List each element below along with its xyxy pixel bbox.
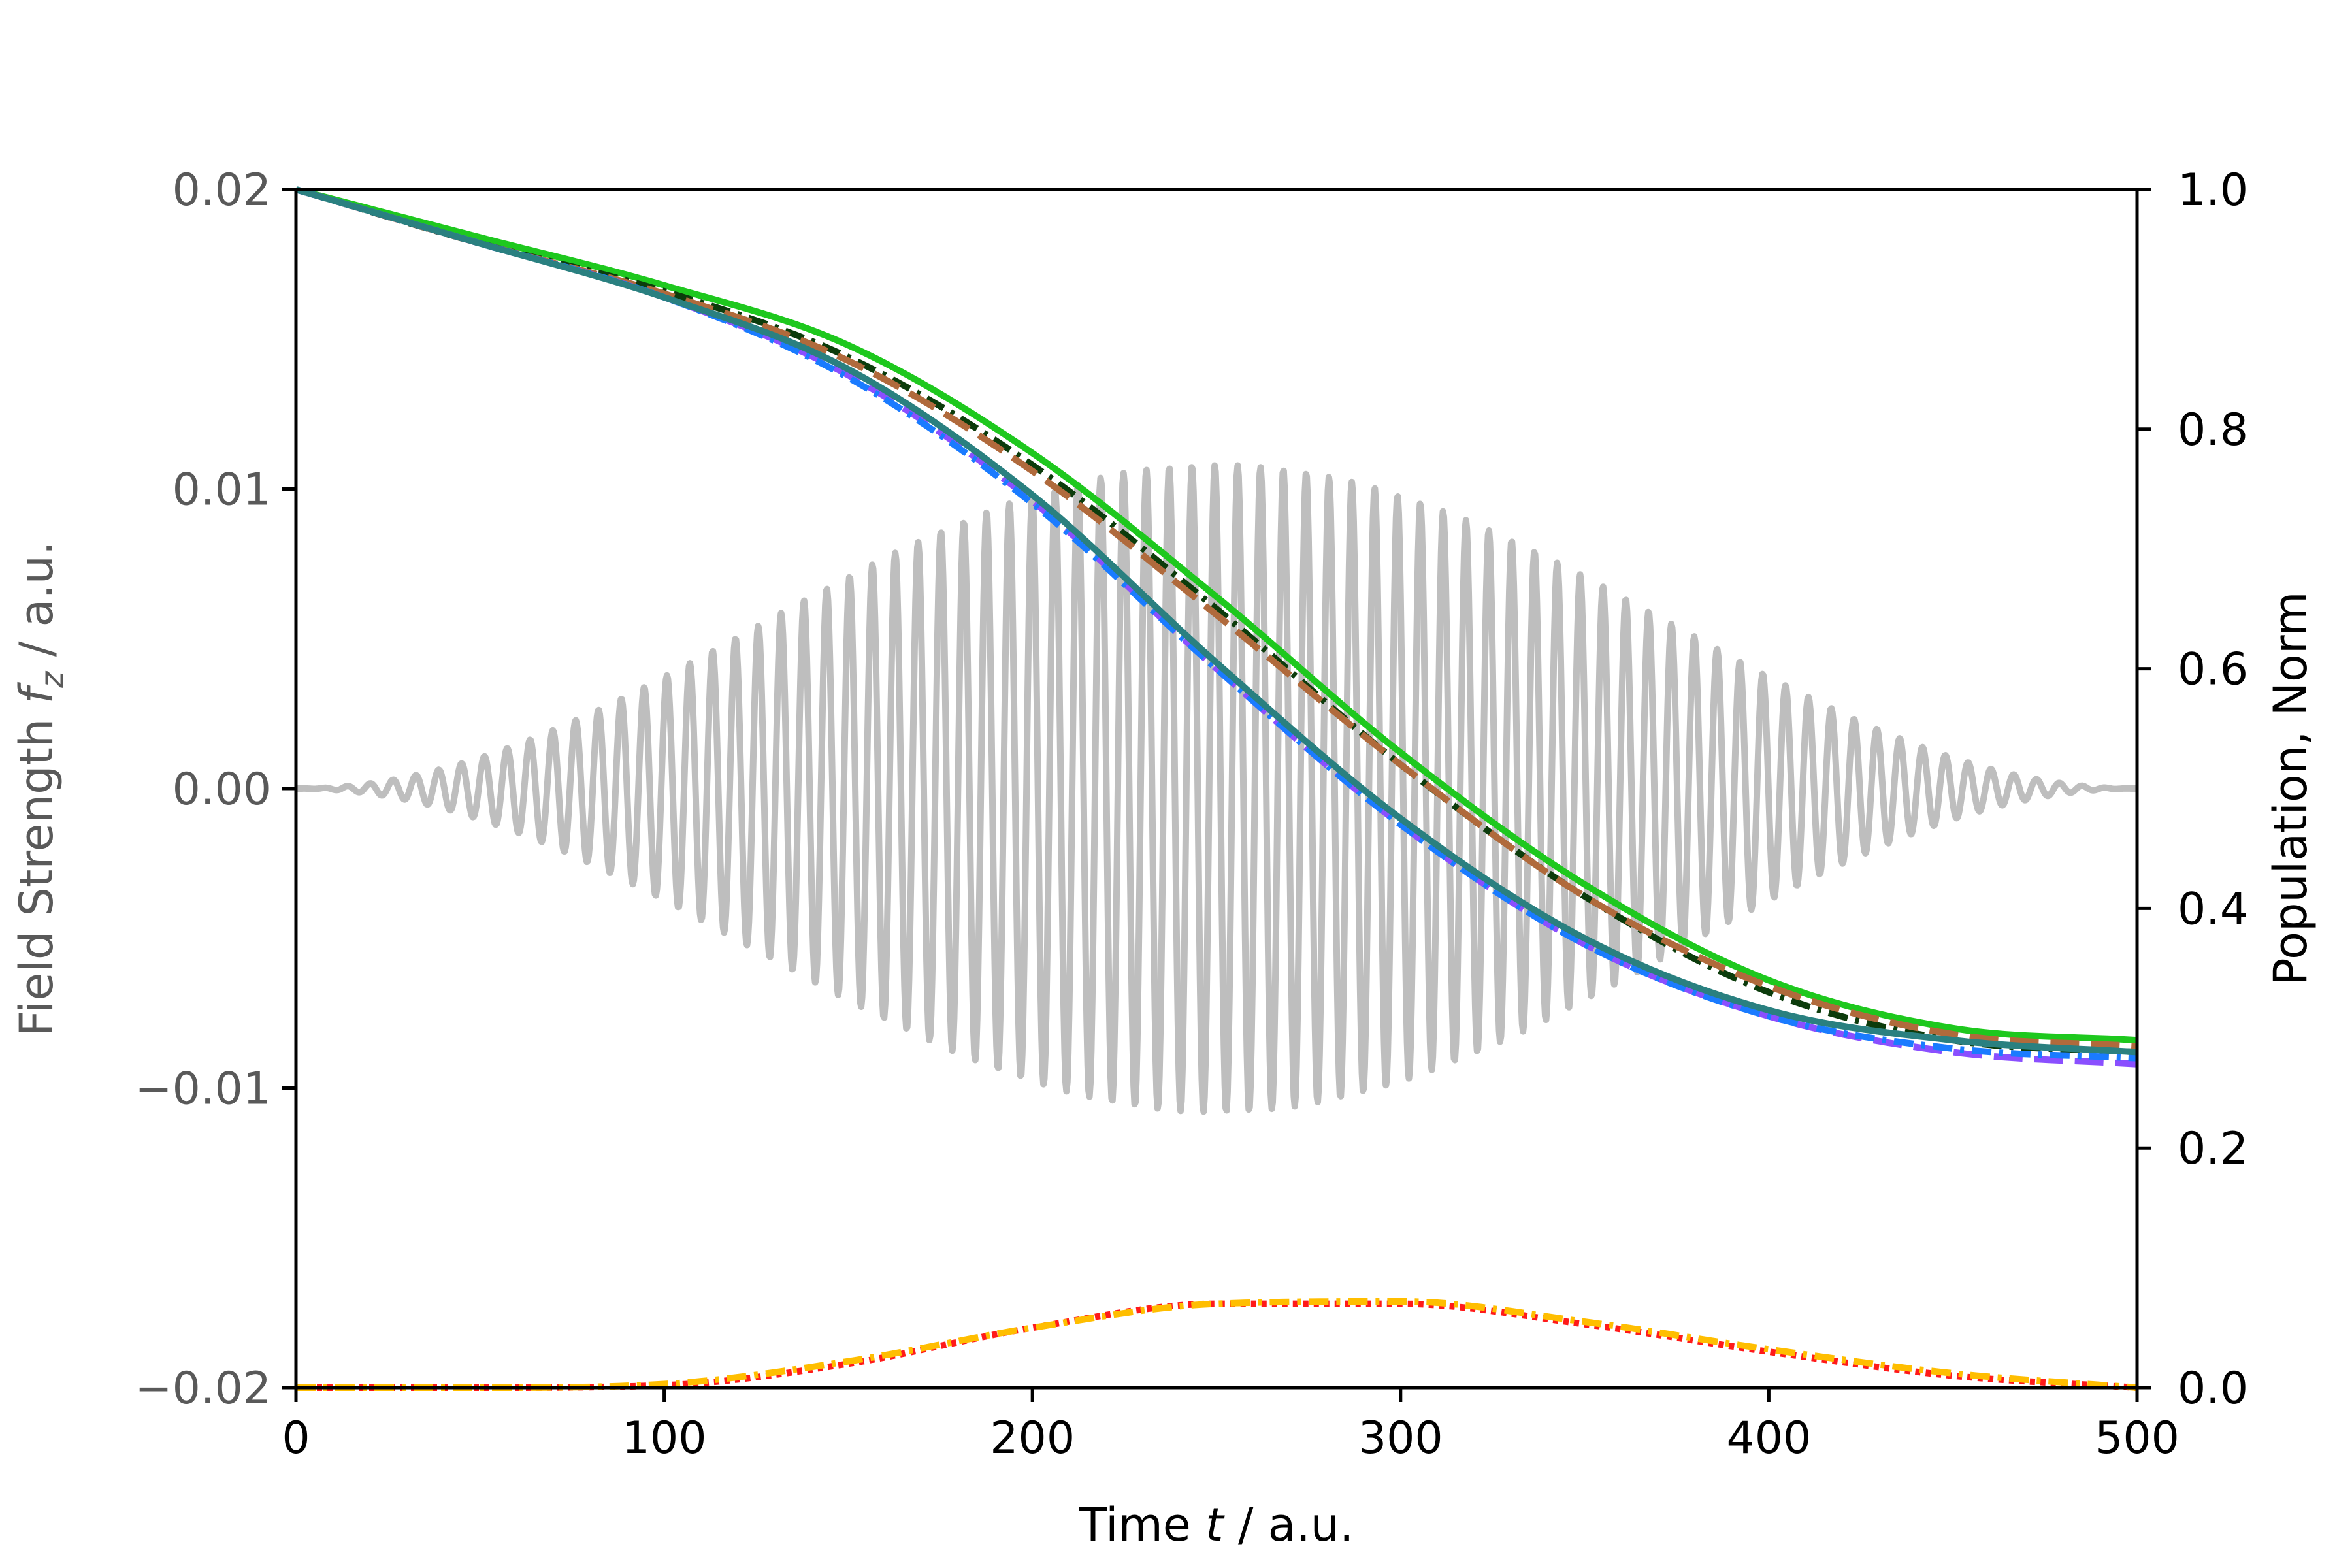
right-tick-label: 0.2 (2178, 1123, 2248, 1175)
x-tick-label: 200 (990, 1413, 1075, 1464)
left-tick-label: −0.02 (135, 1363, 271, 1414)
series-line-3 (295, 186, 2138, 1068)
right-tick-label: 0.6 (2178, 644, 2248, 696)
x-tick-label: 500 (2095, 1413, 2180, 1464)
series-line-7 (296, 1298, 2138, 1391)
left-tick-label: 0.02 (172, 165, 271, 216)
right-tick-label: 0.0 (2178, 1363, 2248, 1414)
right-tick-label: 1.0 (2178, 165, 2248, 216)
series-line-2 (295, 186, 2138, 1050)
x-axis-label: Time t / a.u. (1079, 1498, 1354, 1552)
y-axis-label-right: Population, Norm (2264, 591, 2317, 985)
x-tick-label: 400 (1727, 1413, 1812, 1464)
left-tick-label: 0.01 (172, 465, 271, 516)
x-tick-label: 300 (1358, 1413, 1443, 1464)
x-tick-label: 0 (282, 1413, 310, 1464)
y-axis-label-left: Field Strength fz / a.u. (10, 541, 71, 1037)
data-layer (293, 186, 2140, 1391)
x-tick-label: 100 (622, 1413, 707, 1464)
series-line-0 (295, 186, 2138, 1044)
left-tick-label: −0.01 (135, 1064, 271, 1115)
left-tick-label: 0.00 (172, 764, 271, 815)
right-tick-label: 0.8 (2178, 404, 2248, 456)
series-line-6 (296, 1300, 2138, 1391)
ticks-layer: 0.020.010.00−0.01−0.021.00.80.60.40.20.0… (135, 165, 2249, 1464)
right-tick-label: 0.4 (2178, 883, 2248, 935)
series-line-5 (295, 186, 2138, 1056)
field-line (293, 462, 2140, 1115)
